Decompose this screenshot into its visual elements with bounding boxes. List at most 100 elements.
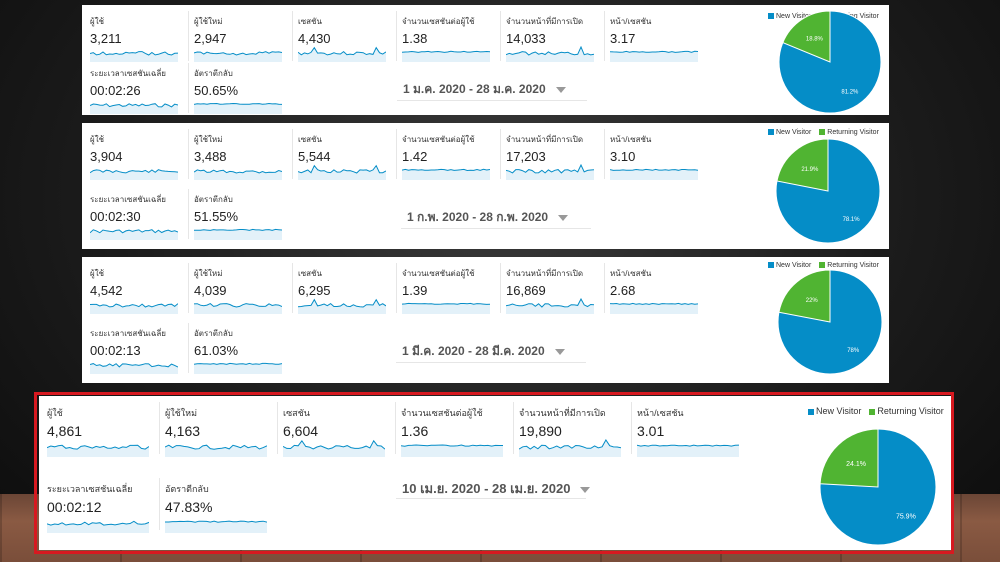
date-range-underline [396, 498, 586, 499]
metric-tile[interactable]: ผู้ใช้ 3,211 [90, 15, 186, 63]
metric-sparkline [402, 302, 490, 314]
metric-label: จำนวนหน้าที่มีการเปิด [519, 408, 606, 418]
metric-label: อัตราตีกลับ [194, 329, 233, 338]
metric-sparkline [519, 439, 621, 457]
metric-tile[interactable]: จำนวนหน้าที่มีการเปิด 17,203 [506, 133, 602, 181]
sparkline-area [610, 51, 698, 62]
metric-sparkline [194, 102, 282, 114]
metric-tile[interactable]: ระยะเวลาเซสชันเฉลี่ย 00:02:12 [47, 482, 157, 533]
metric-label: หน้า/เซสชัน [637, 408, 684, 418]
date-range-selector[interactable]: 1 มี.ค. 2020 - 28 มี.ค. 2020 [402, 342, 565, 361]
metric-tile[interactable]: ผู้ใช้ใหม่ 2,947 [194, 15, 290, 63]
metric-label: ผู้ใช้ [90, 135, 105, 144]
visitor-pie-chart[interactable]: 18.8% 81.2% [777, 9, 883, 115]
legend-new-visitor[interactable]: New Visitor [768, 262, 811, 269]
metric-divider [188, 189, 189, 239]
metric-tile[interactable]: ผู้ใช้ 4,861 [47, 406, 157, 457]
metric-tile[interactable]: จำนวนเซสชันต่อผู้ใช้ 1.36 [401, 406, 511, 457]
metric-tile[interactable]: ผู้ใช้ใหม่ 4,039 [194, 267, 290, 315]
metric-tile[interactable]: เซสชัน 5,544 [298, 133, 394, 181]
metric-sparkline [298, 46, 386, 62]
metric-sparkline [610, 168, 698, 180]
highlight-box [34, 392, 954, 554]
metric-label: เซสชัน [298, 17, 322, 26]
legend-new-visitor[interactable]: New Visitor [808, 406, 861, 416]
metric-tile[interactable]: ระยะเวลาเซสชันเฉลี่ย 00:02:26 [90, 67, 186, 115]
metric-tile[interactable]: หน้า/เซสชัน 3.17 [610, 15, 706, 63]
sparkline-path [165, 444, 267, 450]
date-range-selector[interactable]: 10 เม.ย. 2020 - 28 เม.ย. 2020 [402, 478, 591, 499]
metric-tile[interactable]: ผู้ใช้ใหม่ 4,163 [165, 406, 275, 457]
chevron-down-icon[interactable] [558, 214, 569, 221]
metric-tile[interactable]: อัตราตีกลับ 61.03% [194, 327, 290, 375]
metric-tile[interactable]: เซสชัน 6,604 [283, 406, 393, 457]
pie-label-new: 81.2% [841, 90, 859, 96]
metric-sparkline [194, 303, 282, 314]
metric-tile[interactable]: หน้า/เซสชัน 3.10 [610, 133, 706, 181]
metric-value: 5,544 [298, 149, 331, 164]
chevron-down-icon[interactable] [555, 86, 566, 93]
metric-divider [395, 402, 396, 454]
metric-tile[interactable]: อัตราตีกลับ 51.55% [194, 193, 290, 241]
sparkline-path [47, 520, 149, 526]
metric-divider [500, 129, 501, 179]
metric-label: จำนวนหน้าที่มีการเปิด [506, 269, 584, 278]
visitor-pie-chart[interactable]: 21.9% 78.1% [774, 137, 882, 245]
date-range-selector[interactable]: 1 ม.ค. 2020 - 28 ม.ค. 2020 [403, 80, 566, 99]
sparkline-area [283, 440, 385, 457]
chevron-down-icon[interactable] [580, 486, 591, 493]
pie-label-returning: 24.1% [846, 461, 866, 468]
metric-label: ระยะเวลาเซสชันเฉลี่ย [90, 329, 166, 338]
metric-tile[interactable]: เซสชัน 6,295 [298, 267, 394, 315]
metric-tile[interactable]: อัตราตีกลับ 50.65% [194, 67, 290, 115]
date-range-underline [397, 100, 587, 101]
legend-new-visitor[interactable]: New Visitor [768, 129, 811, 136]
metric-divider [188, 129, 189, 179]
metric-tile[interactable]: จำนวนเซสชันต่อผู้ใช้ 1.42 [402, 133, 498, 181]
sparkline-path [194, 303, 282, 308]
metric-sparkline [165, 444, 267, 457]
metric-label: จำนวนเซสชันต่อผู้ใช้ [402, 135, 475, 144]
metric-value: 61.03% [194, 343, 239, 358]
legend-label: Returning Visitor [827, 262, 879, 269]
visitor-pie-chart[interactable]: 24.1% 75.9% [818, 427, 938, 547]
legend-returning-visitor[interactable]: Returning Visitor [819, 262, 879, 269]
metric-label: ผู้ใช้ [90, 269, 105, 278]
sparkline-area [610, 303, 698, 314]
metric-tile[interactable]: อัตราตีกลับ 47.83% [165, 482, 275, 533]
chevron-down-icon[interactable] [554, 348, 565, 355]
metric-tile[interactable]: จำนวนเซสชันต่อผู้ใช้ 1.39 [402, 267, 498, 315]
metric-tile[interactable]: หน้า/เซสชัน 3.01 [637, 406, 747, 457]
metric-tile[interactable]: จำนวนหน้าที่มีการเปิด 14,033 [506, 15, 602, 63]
sparkline-area [610, 169, 698, 180]
pie-legend: New Visitor Returning Visitor [808, 406, 951, 416]
legend-returning-visitor[interactable]: Returning Visitor [869, 406, 944, 416]
legend-new-visitor[interactable]: New Visitor [768, 13, 811, 20]
metric-tile[interactable]: เซสชัน 4,430 [298, 15, 394, 63]
sparkline-path [610, 50, 698, 53]
metric-tile[interactable]: จำนวนหน้าที่มีการเปิด 19,890 [519, 406, 629, 457]
metric-tile[interactable]: ผู้ใช้ใหม่ 3,488 [194, 133, 290, 181]
metric-tile[interactable]: ผู้ใช้ 4,542 [90, 267, 186, 315]
metric-tile[interactable]: จำนวนเซสชันต่อผู้ใช้ 1.38 [402, 15, 498, 63]
metric-divider [604, 11, 605, 61]
metric-tile[interactable]: จำนวนหน้าที่มีการเปิด 16,869 [506, 267, 602, 315]
metric-sparkline [402, 50, 490, 62]
metric-label: ผู้ใช้ [47, 408, 63, 418]
metric-sparkline [298, 164, 386, 180]
metric-tile[interactable]: ระยะเวลาเซสชันเฉลี่ย 00:02:30 [90, 193, 186, 241]
metric-label: จำนวนเซสชันต่อผู้ใช้ [402, 17, 475, 26]
sparkline-path [519, 439, 621, 450]
date-range-text: 1 ม.ค. 2020 - 28 ม.ค. 2020 [403, 82, 546, 96]
metric-label: ผู้ใช้ [90, 17, 105, 26]
legend-swatch [768, 129, 774, 136]
metric-sparkline [194, 51, 282, 62]
metric-tile[interactable]: ผู้ใช้ 3,904 [90, 133, 186, 181]
metric-tile[interactable]: ระยะเวลาเซสชันเฉลี่ย 00:02:13 [90, 327, 186, 375]
pie-label-new: 78.1% [843, 217, 861, 223]
date-range-selector[interactable]: 1 ก.พ. 2020 - 28 ก.พ. 2020 [407, 208, 569, 227]
visitor-pie-chart[interactable]: 22% 78% [776, 268, 884, 376]
metric-label: เซสชัน [283, 408, 310, 418]
metric-tile[interactable]: หน้า/เซสชัน 2.68 [610, 267, 706, 315]
legend-returning-visitor[interactable]: Returning Visitor [819, 129, 879, 136]
